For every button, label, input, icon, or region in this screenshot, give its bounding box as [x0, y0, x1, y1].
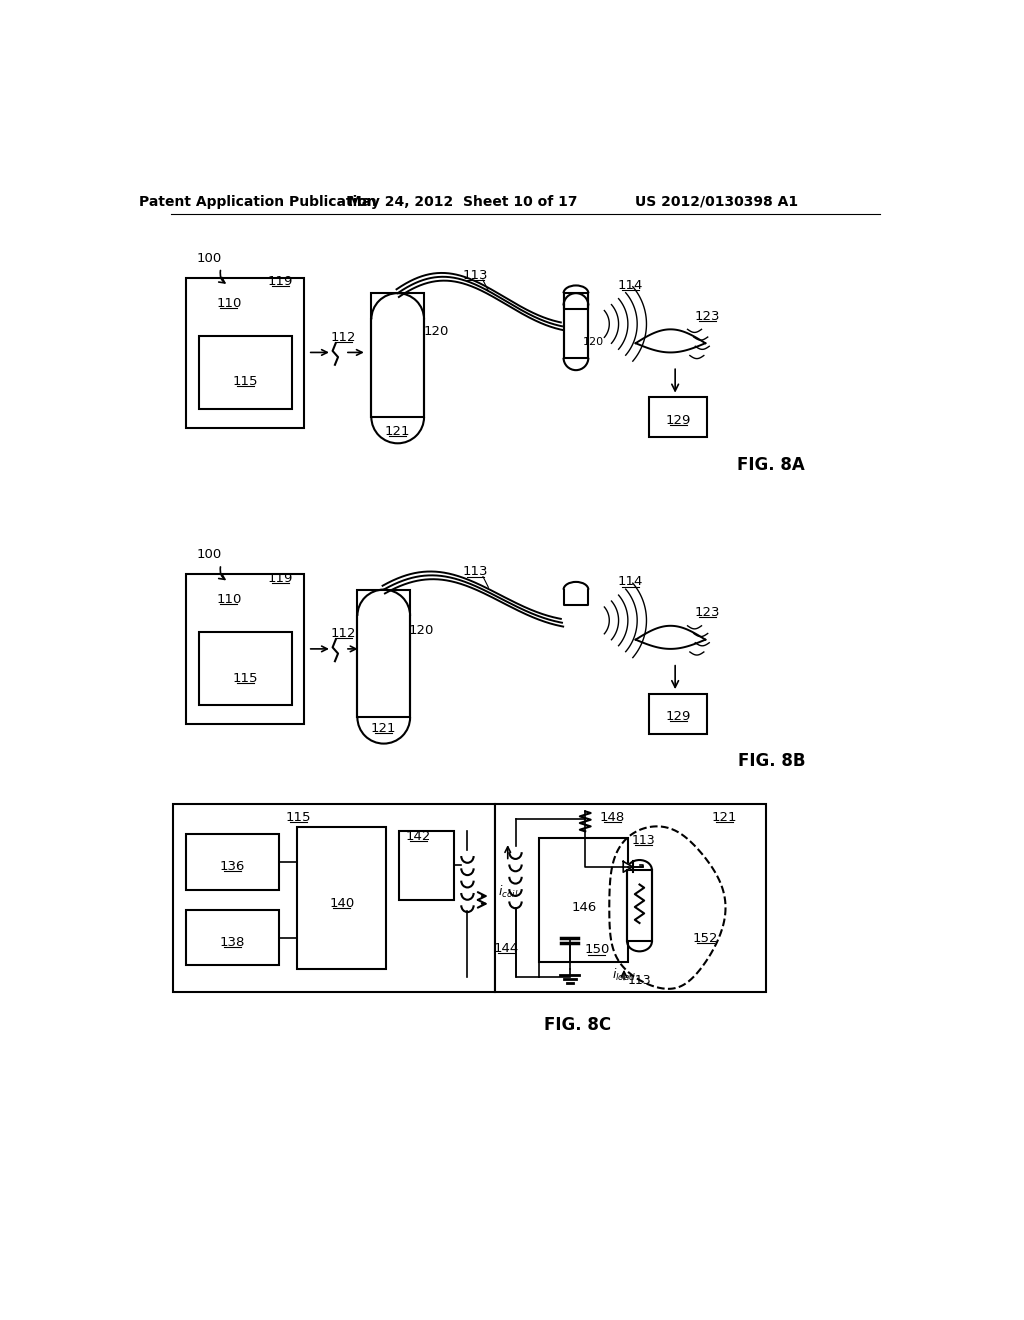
Text: 121: 121 [371, 722, 396, 735]
Text: 148: 148 [600, 810, 625, 824]
Text: 129: 129 [666, 710, 691, 723]
Text: $i_{load}$: $i_{load}$ [612, 966, 636, 982]
Text: FIG. 8C: FIG. 8C [544, 1015, 611, 1034]
Text: 110: 110 [216, 593, 242, 606]
Polygon shape [624, 862, 633, 873]
Text: 112: 112 [331, 330, 356, 343]
Text: 121: 121 [712, 810, 737, 824]
Bar [649, 397, 707, 437]
Text: 123: 123 [695, 310, 721, 323]
Text: 114: 114 [617, 576, 643, 589]
Text: 115: 115 [233, 672, 258, 685]
Text: $i_{coil}$: $i_{coil}$ [498, 884, 518, 900]
Text: 123: 123 [695, 606, 721, 619]
Text: 112: 112 [331, 627, 356, 640]
Bar [563, 293, 589, 358]
Text: 120: 120 [424, 325, 450, 338]
Text: 140: 140 [330, 898, 354, 911]
Text: 113: 113 [463, 565, 488, 578]
Bar [539, 838, 628, 961]
Bar [399, 830, 454, 900]
Text: 146: 146 [571, 902, 596, 915]
Text: 113: 113 [632, 834, 655, 847]
Text: 115: 115 [233, 375, 258, 388]
Text: 113: 113 [628, 974, 651, 987]
Text: 142: 142 [406, 829, 431, 842]
Bar [186, 277, 304, 428]
Bar [649, 693, 707, 734]
Bar [200, 632, 292, 705]
Text: 120: 120 [583, 337, 603, 347]
Text: May 24, 2012  Sheet 10 of 17: May 24, 2012 Sheet 10 of 17 [348, 194, 578, 209]
Text: 144: 144 [494, 942, 519, 954]
Text: 136: 136 [220, 861, 246, 874]
Text: 119: 119 [268, 572, 293, 585]
Bar [495, 804, 766, 993]
Bar [372, 293, 424, 417]
Bar [186, 909, 280, 965]
Text: 129: 129 [666, 413, 691, 426]
Text: FIG. 8A: FIG. 8A [737, 455, 805, 474]
Text: 120: 120 [409, 624, 433, 638]
Text: 100: 100 [197, 252, 222, 265]
Text: 138: 138 [220, 936, 246, 949]
Text: 152: 152 [692, 932, 718, 945]
Bar [173, 804, 495, 993]
Bar [186, 574, 304, 725]
Text: 113: 113 [463, 269, 488, 282]
Text: Patent Application Publication: Patent Application Publication [139, 194, 377, 209]
Text: 114: 114 [617, 279, 643, 292]
Bar [186, 834, 280, 890]
Text: 100: 100 [197, 548, 222, 561]
Text: 121: 121 [385, 425, 411, 438]
Bar [297, 826, 386, 969]
Bar [627, 870, 652, 941]
Text: 110: 110 [216, 297, 242, 310]
Text: US 2012/0130398 A1: US 2012/0130398 A1 [636, 194, 799, 209]
Text: 119: 119 [268, 275, 293, 288]
Bar [357, 590, 410, 718]
Text: 115: 115 [286, 810, 311, 824]
Text: 150: 150 [584, 944, 609, 957]
Bar [200, 335, 292, 409]
Text: FIG. 8B: FIG. 8B [737, 752, 805, 771]
